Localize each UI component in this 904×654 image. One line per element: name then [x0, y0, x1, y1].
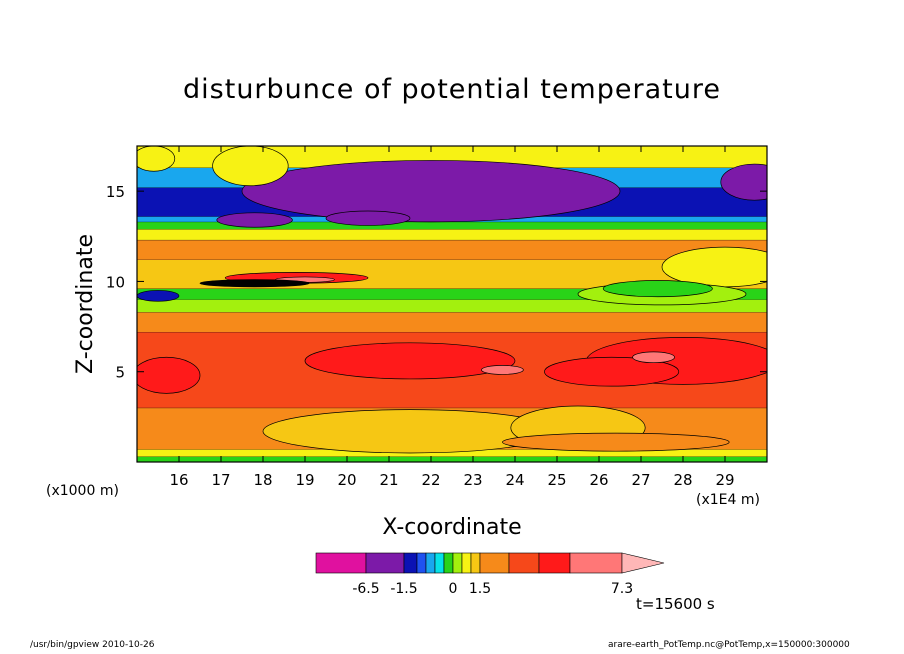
contour-region-9: [544, 356, 680, 387]
colorbar-swatch-11: [508, 552, 540, 574]
band-6: [137, 288, 767, 300]
contour-region-2: [325, 210, 411, 226]
colorbar-swatch-0: [315, 552, 367, 574]
contour-region-16: [602, 280, 713, 298]
contour-region-12: [481, 365, 524, 375]
contour-region-11: [632, 351, 675, 364]
colorbar-swatch-13: [569, 552, 623, 574]
plot-area: [137, 146, 767, 462]
x-tick-label: 22: [421, 471, 440, 489]
contour-region-3: [720, 163, 767, 201]
colorbar-tick-label: 0: [449, 581, 458, 597]
y-tick-label: 5: [115, 364, 125, 382]
colorbar-swatch-8: [461, 552, 472, 574]
y-tick-label: 10: [106, 273, 125, 291]
band-0: [137, 456, 767, 462]
x-tick-label: 20: [337, 471, 356, 489]
x-unit-left: (x1000 m): [46, 483, 119, 499]
x-tick-label: 21: [379, 471, 398, 489]
x-tick-label: 29: [715, 471, 734, 489]
band-1: [137, 449, 767, 457]
colorbar: -6.5 -1.5 0 1.5 7.3: [315, 552, 665, 597]
band-14: [137, 146, 767, 168]
x-tick-label: 24: [505, 471, 524, 489]
plot-frame: [136, 145, 768, 463]
contour-region-0: [241, 160, 621, 223]
x-tick-label: 25: [547, 471, 566, 489]
x-tick-label: 19: [295, 471, 314, 489]
colorbar-tick-label: 1.5: [469, 581, 491, 597]
x-tick-label: 18: [253, 471, 272, 489]
colorbar-tick-label: 7.3: [611, 581, 633, 597]
contour-region-7: [304, 342, 516, 380]
x-axis-label: X-coordinate: [382, 515, 522, 540]
contour-region-4: [137, 146, 176, 172]
band-8: [137, 239, 767, 260]
x-tick-label: 23: [463, 471, 482, 489]
band-9: [137, 229, 767, 240]
y-tick-label: 15: [106, 183, 125, 201]
footer-left: /usr/bin/gpview 2010-10-26: [30, 640, 155, 650]
contour-region-18: [137, 290, 180, 302]
colorbar-swatch-10: [479, 552, 510, 574]
contour-region-14: [661, 246, 767, 288]
x-tick-label: 26: [589, 471, 608, 489]
colorbar-swatch-7: [452, 552, 463, 574]
chart-title: disturbunce of potential temperature: [183, 74, 721, 105]
time-label: t=15600 s: [636, 595, 715, 613]
y-axis: 5 10 15: [106, 183, 767, 382]
x-tick-label: 17: [211, 471, 230, 489]
colorbar-swatch-5: [434, 552, 445, 574]
contour-region-10: [137, 356, 201, 394]
x-unit-right: (x1E4 m): [696, 492, 760, 508]
x-axis: 16 17 18 19 20 21 22 23 24 25 26 27 28 29: [169, 146, 735, 489]
colorbar-extend-arrow: [621, 552, 665, 574]
colorbar-swatch-9: [470, 552, 481, 574]
colorbar-swatch-1: [365, 552, 405, 574]
colorbar-swatch-2: [403, 552, 418, 574]
contour-region-1: [216, 212, 293, 228]
colorbar-swatch-4: [425, 552, 436, 574]
y-axis-label: Z-coordinate: [73, 234, 98, 374]
contour-region-17: [199, 279, 310, 288]
colorbar-tick-label: -6.5: [352, 581, 379, 597]
colorbar-swatch-3: [416, 552, 427, 574]
colorbar-swatch-6: [443, 552, 454, 574]
band-4: [137, 312, 767, 332]
footer-right: arare-earth_PotTemp.nc@PotTemp,x=150000:…: [608, 640, 850, 650]
contour-region-5: [212, 146, 289, 187]
x-tick-label: 27: [631, 471, 650, 489]
band-10: [137, 221, 767, 230]
x-tick-label: 16: [169, 471, 188, 489]
colorbar-tick-label: -1.5: [390, 581, 417, 597]
colorbar-swatch-12: [538, 552, 571, 574]
x-tick-label: 28: [673, 471, 692, 489]
contour-region-21: [502, 432, 730, 452]
